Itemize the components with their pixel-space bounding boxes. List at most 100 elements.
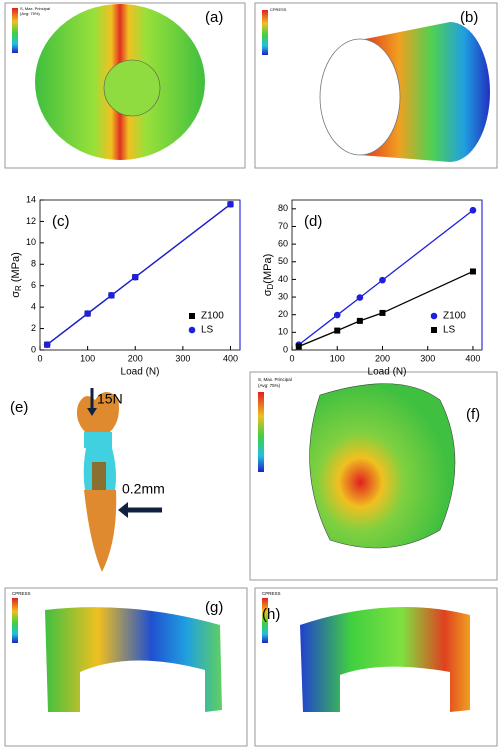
end-face	[319, 38, 401, 156]
panel-label: (g)	[205, 599, 223, 616]
panel-f: S, Max. Principal (Avg: 75%) (f)	[249, 371, 498, 581]
x-axis-label: Load (N)	[368, 367, 407, 378]
y-tick-label: 10	[278, 327, 288, 337]
panel-label: (e)	[10, 399, 28, 416]
x-tick-label: 400	[465, 353, 480, 363]
marker	[108, 292, 115, 299]
legend-title: S, Max. Principal	[20, 6, 50, 11]
legend-label: LS	[443, 325, 456, 336]
root	[84, 490, 117, 572]
chart: 0 100 200 300 400 0 10 20 30 40 50 60 70 80 Load (N) σD…	[262, 199, 483, 378]
marker	[131, 273, 139, 281]
fea-model	[300, 607, 470, 712]
y-label-part: R	[14, 285, 23, 291]
y-tick-label: 4	[31, 302, 36, 312]
y-tick-label: 80	[278, 203, 288, 213]
x-axis-label: Load (N)	[121, 367, 160, 378]
legend-marker	[189, 313, 195, 319]
legend-marker	[188, 326, 196, 334]
legend-title: S, Max. Principal	[258, 377, 292, 382]
panel-label: (c)	[52, 213, 70, 230]
y-axis-label: σD(MPa)	[262, 254, 275, 297]
x-tick-label: 200	[128, 353, 143, 363]
panel-label: (d)	[304, 213, 322, 230]
y-tick-label: 40	[278, 274, 288, 284]
x-tick-label: 300	[420, 353, 435, 363]
color-legend	[262, 10, 268, 55]
legend-title: CPRESS	[262, 591, 281, 596]
legend-label: LS	[201, 325, 214, 336]
color-legend	[258, 392, 264, 472]
marker	[43, 341, 51, 348]
fea-model	[45, 607, 222, 712]
marker	[227, 200, 234, 208]
panel-label: (b)	[460, 9, 478, 26]
panel-label: (f)	[466, 406, 480, 423]
y-tick-label: 14	[26, 194, 36, 204]
y-tick-label: 0	[31, 344, 36, 354]
y-tick-label: 20	[278, 309, 288, 319]
panel-label: (a)	[205, 9, 223, 26]
marker	[469, 206, 477, 214]
x-tick-label: 300	[175, 353, 190, 363]
annotation: 0.2mm	[122, 481, 165, 497]
color-legend	[262, 598, 268, 643]
y-tick-label: 12	[26, 216, 36, 226]
marker	[356, 317, 363, 324]
marker	[84, 310, 91, 317]
color-legend	[12, 8, 18, 53]
legend-title: (Avg: 75%)	[258, 383, 281, 388]
legend-title: CPRESS	[270, 7, 287, 12]
y-tick-label: 6	[31, 280, 36, 290]
legend-title: (Avg: 75%)	[20, 11, 40, 16]
arrowhead	[118, 502, 128, 518]
legend-marker	[431, 327, 437, 333]
legend-title: CPRESS	[12, 591, 31, 596]
y-tick-label: 30	[278, 291, 288, 301]
legend-marker	[430, 312, 438, 320]
marker	[333, 311, 341, 319]
chart: 0 100 200 300 400 0 2 4 6 8 10 12 14 Load (N) σR (MPa)…	[10, 194, 241, 378]
panel-g: CPRESS (g)	[4, 587, 248, 747]
marker	[295, 343, 302, 350]
y-axis-label: σR (MPa)	[10, 252, 23, 298]
y-label-part: D	[266, 283, 275, 289]
panel-label: (h)	[262, 606, 280, 623]
marker	[334, 327, 341, 334]
y-tick-label: 70	[278, 221, 288, 231]
marker	[379, 276, 386, 284]
annotation: 15N	[97, 391, 123, 407]
y-tick-label: 10	[26, 237, 36, 247]
marker	[356, 294, 364, 301]
panel-h: CPRESS (h)	[254, 587, 498, 747]
x-tick-label: 100	[80, 353, 95, 363]
y-tick-label: 0	[283, 344, 288, 354]
series-line	[46, 203, 231, 346]
marker	[469, 268, 476, 275]
y-tick-label: 2	[31, 323, 36, 333]
panel-b: CPRESS (b)	[254, 2, 498, 169]
y-label-part: (MPa)	[10, 252, 22, 285]
legend-label: Z100	[201, 311, 224, 322]
x-tick-label: 100	[330, 353, 345, 363]
panel-a: S, Max. Principal (Avg: 75%) (a)	[4, 2, 246, 169]
x-tick-label: 400	[223, 353, 238, 363]
x-tick-label: 0	[289, 353, 294, 363]
arrowhead	[87, 408, 97, 416]
cement	[84, 432, 112, 448]
contact-circle	[103, 59, 161, 117]
x-tick-label: 0	[37, 353, 42, 363]
x-tick-label: 200	[375, 353, 390, 363]
color-legend	[12, 598, 18, 643]
y-label-part: σ	[10, 291, 22, 298]
fea-model	[309, 383, 456, 549]
crown	[76, 391, 119, 432]
marker	[379, 309, 386, 316]
panel-e: 15N 0.2mm (e)	[10, 388, 165, 572]
y-tick-label: 8	[31, 259, 36, 269]
legend-label: Z100	[443, 311, 466, 322]
y-tick-label: 50	[278, 256, 288, 266]
y-tick-label: 60	[278, 238, 288, 248]
y-label-part: σ	[262, 289, 274, 296]
